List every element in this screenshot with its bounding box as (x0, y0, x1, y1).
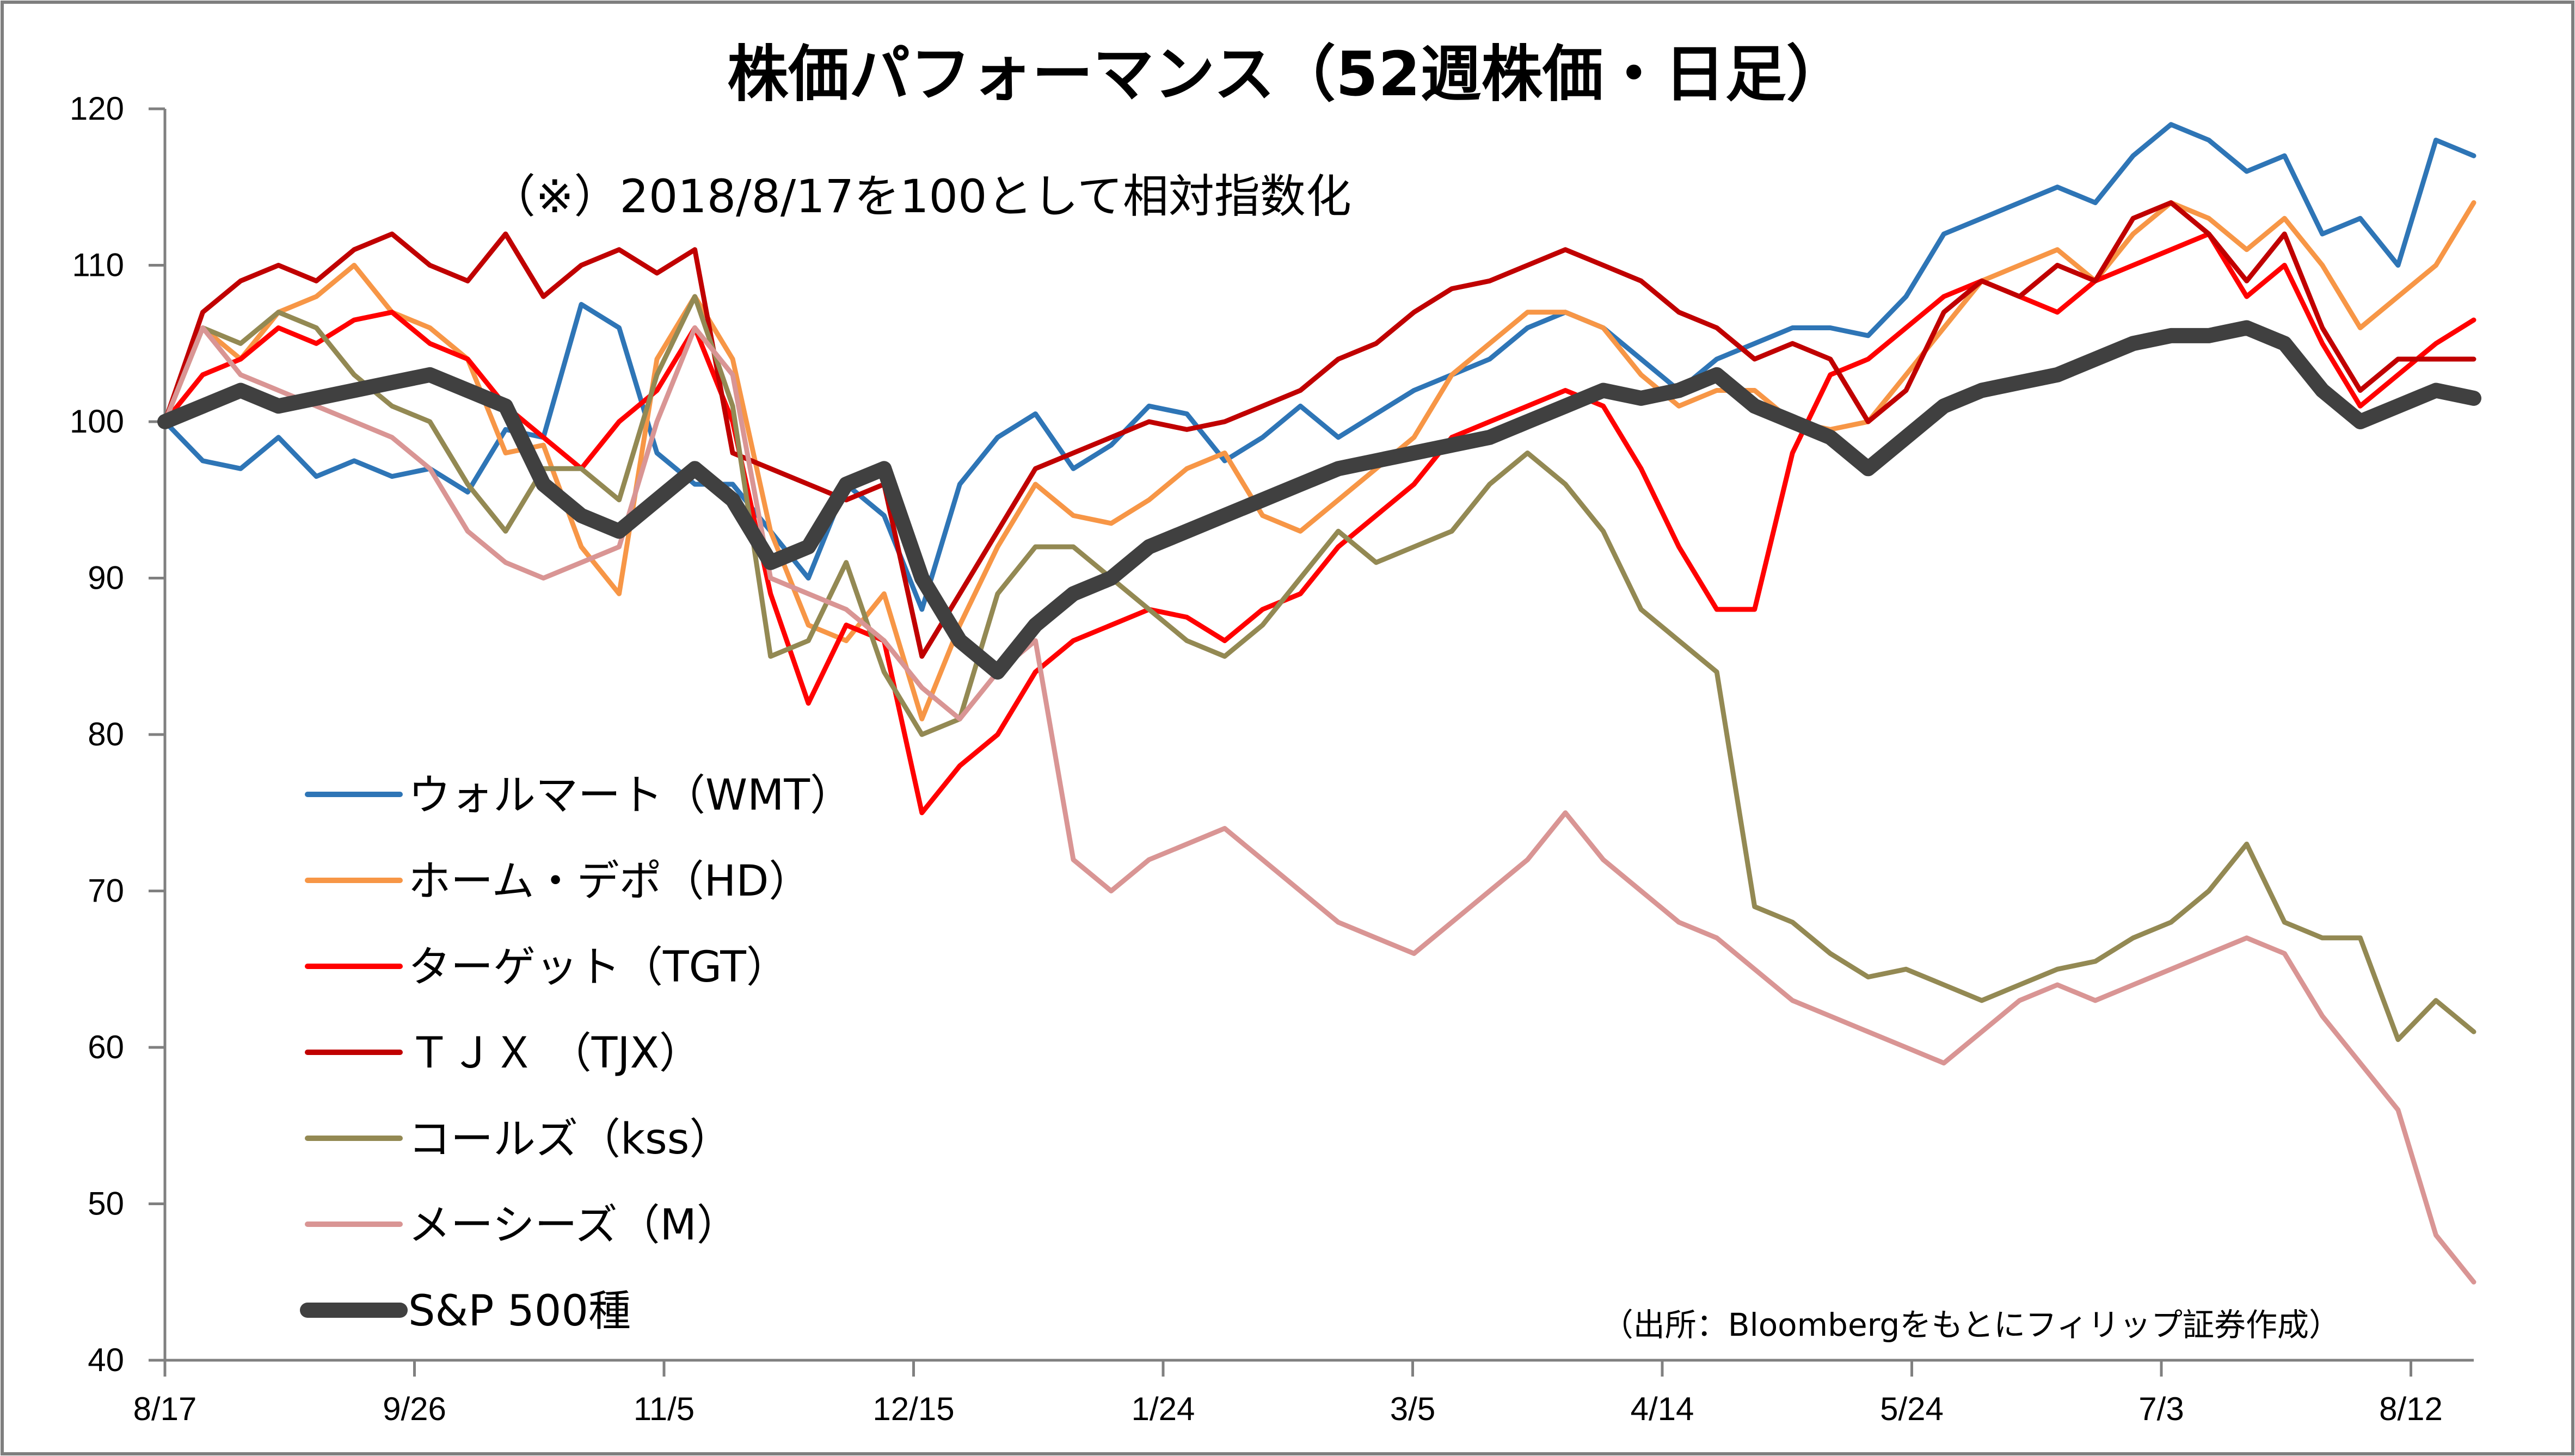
x-tick-label: 8/17 (133, 1391, 197, 1427)
legend-label: メーシーズ（M） (408, 1201, 739, 1250)
series-line-2 (162, 231, 2476, 816)
chart-subtitle: （※）2018/8/17を100として相対指数化 (490, 170, 1351, 223)
series-line-4 (162, 294, 2476, 1042)
series-line-0 (162, 122, 2476, 612)
y-tick-label: 100 (70, 403, 124, 440)
x-tick-label: 4/14 (1631, 1391, 1694, 1427)
series-layer (157, 122, 2481, 1285)
series-line-5 (162, 325, 2476, 1285)
x-tick-label: 8/12 (2379, 1391, 2443, 1427)
axes: 40 50 60 70 80 90 100 110 120 8/17 9/26 11/5 12/15 1/… (70, 90, 2474, 1427)
x-tick-label: 11/5 (634, 1391, 695, 1427)
legend: ウォルマート（WMT） ホーム・デポ（HD） ターゲット（TGT） ＴＪＸ （TJX）… (300, 771, 852, 1336)
y-tick-label: 80 (88, 716, 124, 752)
x-tick-label: 7/3 (2138, 1391, 2184, 1427)
series-line-6 (157, 320, 2481, 680)
legend-label: ホーム・デポ（HD） (408, 857, 811, 906)
legend-label: ターゲット（TGT） (408, 943, 789, 992)
x-tick-label: 1/24 (1132, 1391, 1195, 1427)
series-line-3 (162, 200, 2476, 659)
x-tick-label: 5/24 (1880, 1391, 1944, 1427)
chart-title: 株価パフォーマンス（52週株価・日足） (727, 39, 1847, 110)
y-tick-label: 110 (72, 247, 124, 283)
y-tick-label: 60 (88, 1029, 124, 1065)
source-note: （出所：Bloombergをもとにフィリップ証券作成） (1602, 1306, 2340, 1343)
x-tick-label: 3/5 (1390, 1391, 1435, 1427)
y-tick-label: 70 (88, 873, 124, 909)
legend-label: ＴＪＸ （TJX） (408, 1029, 702, 1078)
x-tick-label: 9/26 (383, 1391, 446, 1427)
y-tick-label: 120 (70, 90, 124, 127)
legend-label: ウォルマート（WMT） (408, 771, 852, 820)
y-tick-label: 50 (88, 1186, 124, 1222)
y-tick-label: 40 (88, 1342, 124, 1378)
legend-label: S&P 500種 (408, 1287, 631, 1336)
y-tick-label: 90 (88, 560, 124, 596)
x-tick-label: 12/15 (872, 1391, 954, 1427)
legend-label: コールズ（kss） (408, 1115, 732, 1164)
